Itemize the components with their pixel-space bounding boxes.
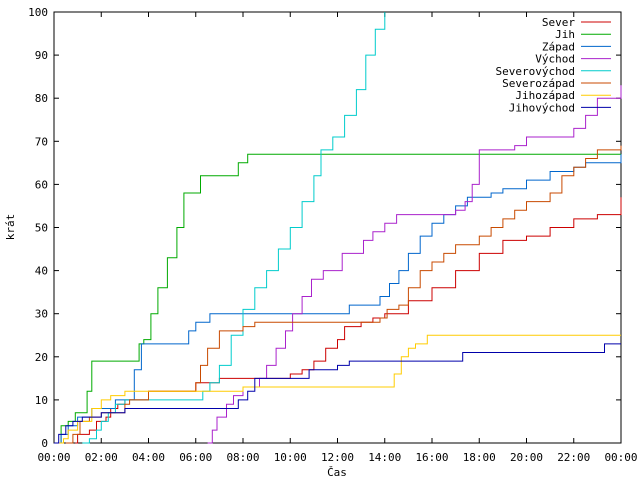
x-tick-label: 00:00 <box>37 451 70 464</box>
y-tick-label: 40 <box>35 265 48 278</box>
y-tick-label: 100 <box>28 6 48 19</box>
x-tick-label: 02:00 <box>85 451 118 464</box>
y-tick-label: 70 <box>35 135 48 148</box>
y-tick-label: 10 <box>35 394 48 407</box>
series-line-3 <box>207 85 622 444</box>
y-tick-label: 60 <box>35 178 48 191</box>
x-tick-label: 10:00 <box>274 451 307 464</box>
series-line-7 <box>54 343 621 444</box>
y-tick-label: 50 <box>35 222 48 235</box>
x-tick-label: 08:00 <box>226 451 259 464</box>
legend-label: Severozápad <box>502 77 575 90</box>
legend-label: Východ <box>535 53 575 66</box>
legend-label: Jihovýchod <box>509 101 575 114</box>
y-tick-label: 90 <box>35 49 48 62</box>
y-axis-label: krát <box>4 214 17 241</box>
y-tick-label: 30 <box>35 308 48 321</box>
x-tick-label: 06:00 <box>179 451 212 464</box>
y-tick-label: 20 <box>35 351 48 364</box>
x-tick-label: 00:00 <box>604 451 637 464</box>
legend-label: Severovýchod <box>496 65 575 78</box>
legend-label: Sever <box>542 16 575 29</box>
x-tick-label: 16:00 <box>415 451 448 464</box>
y-tick-label: 80 <box>35 92 48 105</box>
x-tick-label: 20:00 <box>510 451 543 464</box>
x-tick-label: 04:00 <box>132 451 165 464</box>
x-tick-label: 14:00 <box>368 451 401 464</box>
series-line-0 <box>75 197 622 444</box>
axis-ticks: 0 10 20 30 40 50 60 70 80 90 100 00:00 02:00 04:00 06:… <box>28 6 637 464</box>
x-tick-label: 12:00 <box>321 451 354 464</box>
legend-label: Jih <box>555 28 575 41</box>
legend: SeverJihZápadVýchodSeverovýchodSeverozáp… <box>496 16 611 114</box>
y-tick-label: 0 <box>41 437 48 450</box>
series-group <box>54 12 622 444</box>
legend-label: Západ <box>542 40 575 53</box>
x-tick-label: 22:00 <box>557 451 590 464</box>
x-axis-label: Čas <box>327 466 347 479</box>
legend-label: Jihozápad <box>515 89 575 102</box>
series-line-1 <box>54 153 621 444</box>
x-tick-label: 18:00 <box>463 451 496 464</box>
series-line-6 <box>58 334 621 444</box>
series-line-5 <box>65 145 622 444</box>
